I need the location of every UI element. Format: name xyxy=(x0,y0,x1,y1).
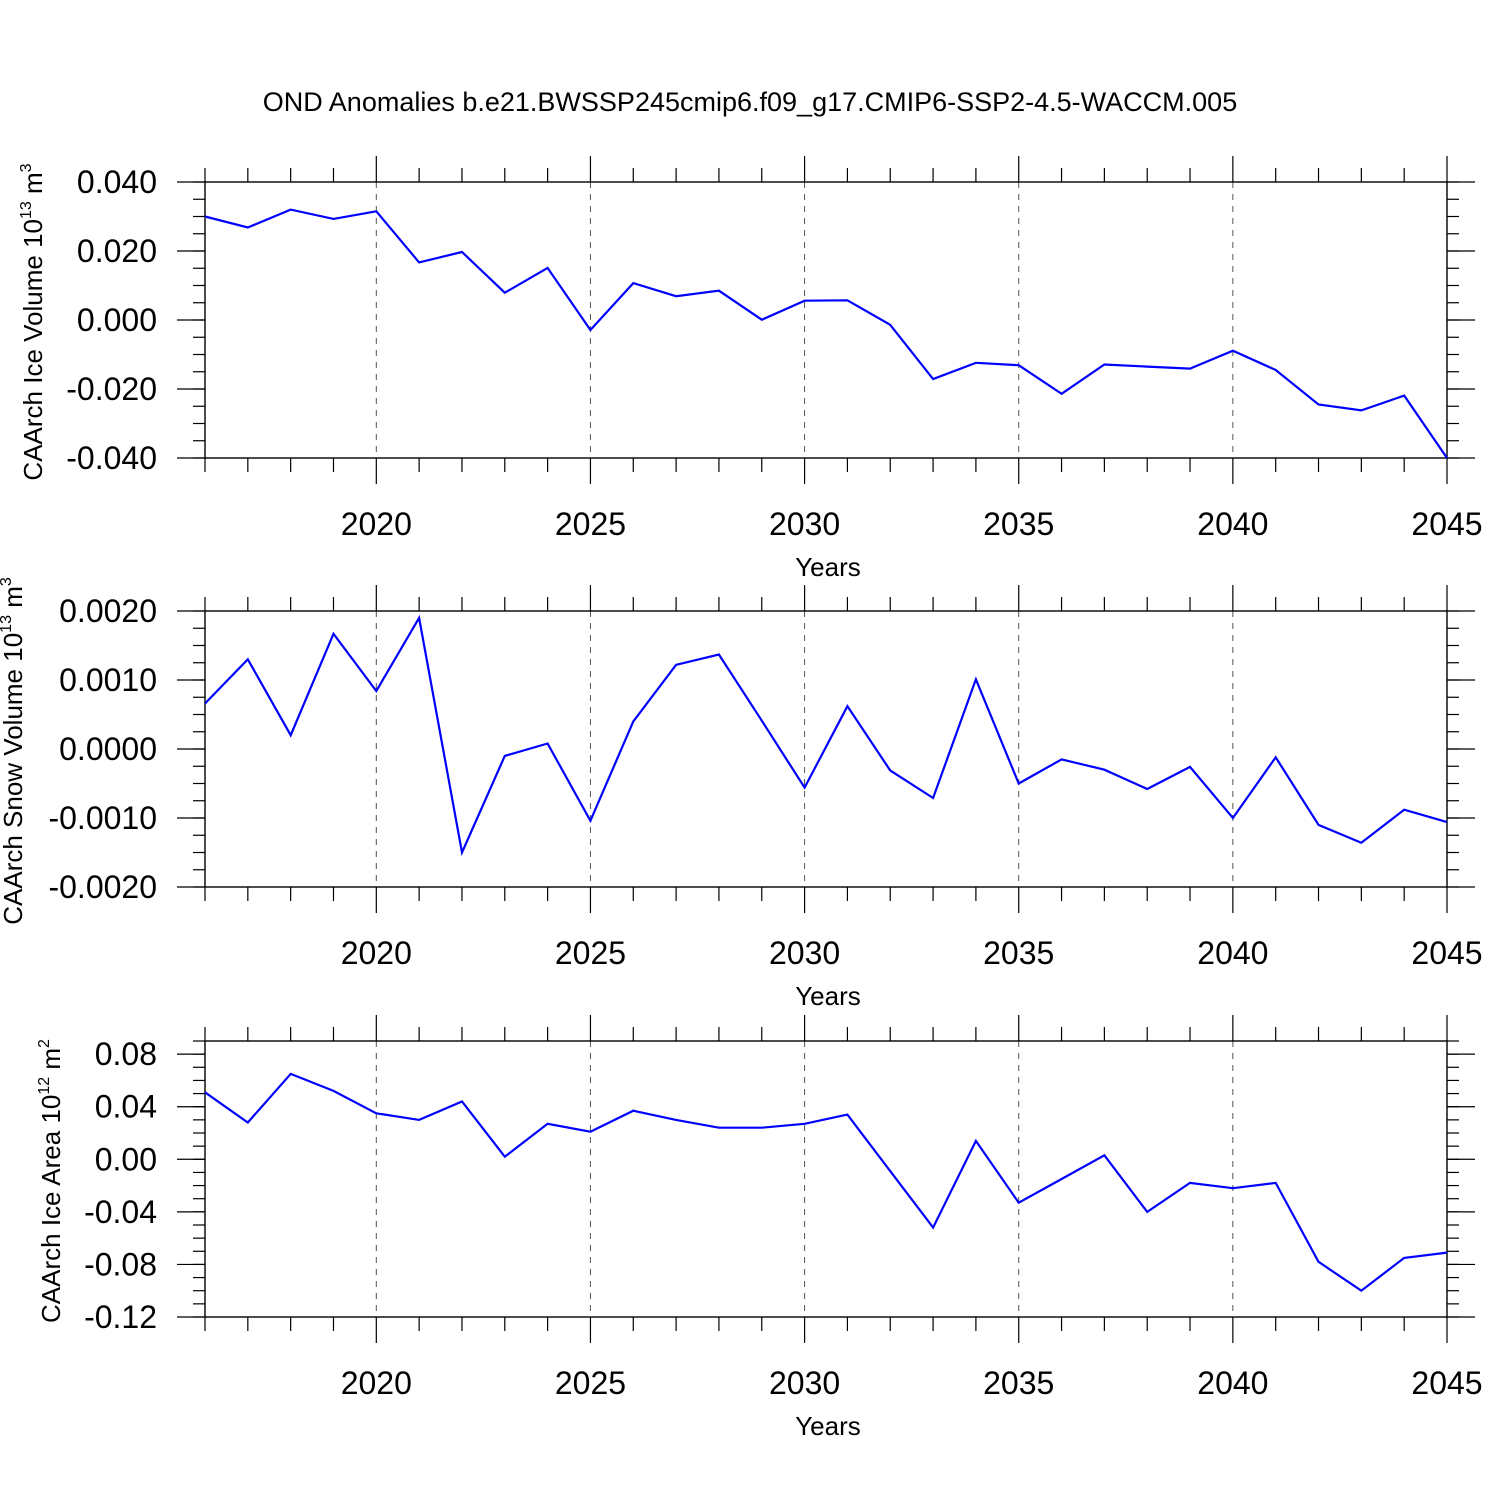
y-tick-label: -0.0020 xyxy=(48,869,157,905)
y-axis-title-unit: m xyxy=(18,172,48,201)
x-tick-label: 2040 xyxy=(1197,935,1268,971)
y-axis-title-exponent: 12 xyxy=(36,1077,53,1095)
x-tick-label: 2020 xyxy=(341,1365,412,1401)
y-tick-label: -0.0010 xyxy=(48,800,157,836)
series-line-1 xyxy=(204,614,1448,857)
x-axis-title: Years xyxy=(795,1411,861,1441)
y-axis-title-main: CAArch Ice Area 10 xyxy=(36,1095,66,1323)
series-line-1 xyxy=(204,208,1448,459)
y-axis-title-unit-exponent: 3 xyxy=(18,163,35,172)
y-axis-title-unit-exponent: 2 xyxy=(36,1039,53,1048)
y-axis-title: CAArch Ice Volume 1013 m3 xyxy=(18,163,48,480)
y-axis-title-unit-exponent: 3 xyxy=(0,577,15,586)
x-tick-label: 2035 xyxy=(983,506,1054,542)
y-tick-label: -0.04 xyxy=(84,1194,157,1230)
y-axis-title-exponent: 13 xyxy=(18,201,35,219)
y-axis-title: CAArch Snow Volume 1013 m3 xyxy=(0,577,28,925)
y-tick-label: 0.0020 xyxy=(59,593,157,629)
y-tick-label: -0.020 xyxy=(66,371,157,407)
x-tick-label: 2045 xyxy=(1411,506,1482,542)
chart-panel-3: -0.12 -0.08 -0.04 0.00 0.04 0.08 2020 2025 2030 2… xyxy=(36,1015,1483,1441)
x-tick-label: 2020 xyxy=(341,935,412,971)
chart-panel-1: -0.040 -0.020 0.000 0.020 0.040 2020 2025 2030 2… xyxy=(18,156,1483,582)
y-axis-title-main: CAArch Ice Volume 10 xyxy=(18,219,48,481)
y-axis-title: CAArch Ice Area 1012 m2 xyxy=(36,1039,66,1323)
x-tick-label: 2025 xyxy=(555,1365,626,1401)
y-axis-title-unit: m xyxy=(0,586,28,615)
y-tick-label: 0.020 xyxy=(77,233,157,269)
x-tick-label: 2045 xyxy=(1411,1365,1482,1401)
x-tick-label: 2035 xyxy=(983,1365,1054,1401)
y-axis-title-unit: m xyxy=(36,1048,66,1077)
y-tick-label: 0.040 xyxy=(77,164,157,200)
x-tick-label: 2035 xyxy=(983,935,1054,971)
y-tick-label: -0.08 xyxy=(84,1246,157,1282)
y-axis-title-main: CAArch Snow Volume 10 xyxy=(0,633,28,925)
y-tick-label: 0.0000 xyxy=(59,731,157,767)
y-tick-label: 0.08 xyxy=(95,1036,157,1072)
y-tick-label: 0.0010 xyxy=(59,662,157,698)
y-tick-label: 0.04 xyxy=(95,1089,157,1125)
plot-frame xyxy=(204,1040,1448,1318)
x-axis-title: Years xyxy=(795,552,861,582)
x-tick-label: 2045 xyxy=(1411,935,1482,971)
x-tick-label: 2040 xyxy=(1197,1365,1268,1401)
figure-title: OND Anomalies b.e21.BWSSP245cmip6.f09_g1… xyxy=(263,87,1237,117)
x-tick-label: 2030 xyxy=(769,506,840,542)
x-tick-label: 2025 xyxy=(555,506,626,542)
y-tick-label: -0.040 xyxy=(66,440,157,476)
x-tick-label: 2020 xyxy=(341,506,412,542)
x-tick-label: 2040 xyxy=(1197,506,1268,542)
x-tick-label: 2030 xyxy=(769,935,840,971)
x-tick-label: 2025 xyxy=(555,935,626,971)
series-line-1 xyxy=(204,1072,1448,1293)
chart-panel-2: -0.0020 -0.0010 0.0000 0.0010 0.0020 2020 2025… xyxy=(0,577,1483,1011)
x-axis-title: Years xyxy=(795,981,861,1011)
y-tick-label: 0.00 xyxy=(95,1141,157,1177)
y-tick-label: 0.000 xyxy=(77,302,157,338)
y-tick-label: -0.12 xyxy=(84,1299,157,1335)
x-tick-label: 2030 xyxy=(769,1365,840,1401)
y-axis-title-exponent: 13 xyxy=(0,615,15,633)
